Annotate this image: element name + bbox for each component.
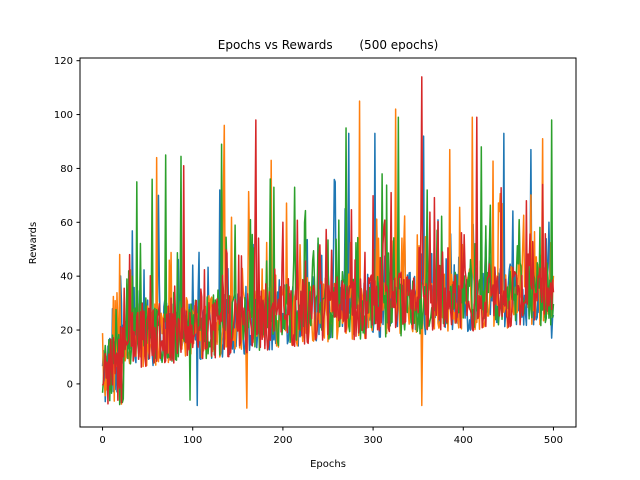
y-tick-label: 0 bbox=[67, 379, 73, 390]
x-ticks: 0 100 200 300 400 500 bbox=[99, 427, 563, 446]
x-tick-label: 0 bbox=[99, 435, 105, 446]
y-tick-label: 60 bbox=[60, 218, 73, 229]
y-tick-label: 100 bbox=[54, 110, 73, 121]
x-axis-label: Epochs bbox=[310, 459, 346, 470]
plot-frame bbox=[79, 57, 577, 428]
x-tick-label: 400 bbox=[454, 435, 473, 446]
y-tick-label: 40 bbox=[60, 272, 73, 283]
y-tick-label: 20 bbox=[60, 326, 73, 337]
series-line-4 bbox=[101, 76, 555, 405]
y-tick-label: 120 bbox=[54, 56, 73, 67]
series-layer bbox=[101, 76, 555, 409]
x-tick-label: 500 bbox=[544, 435, 563, 446]
x-tick-label: 300 bbox=[364, 435, 383, 446]
y-axis-label: Rewards bbox=[28, 222, 39, 264]
x-tick-label: 100 bbox=[183, 435, 202, 446]
chart-title: Epochs vs Rewards (500 epochs) bbox=[218, 38, 439, 52]
y-tick-label: 80 bbox=[60, 164, 73, 175]
y-ticks: 0 20 40 60 80 100 120 bbox=[54, 56, 80, 390]
x-tick-label: 200 bbox=[273, 435, 292, 446]
